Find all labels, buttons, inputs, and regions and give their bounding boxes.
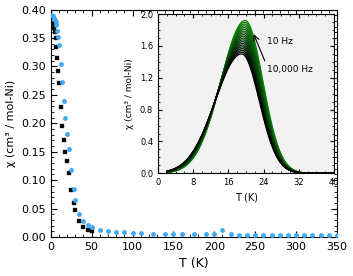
X-axis label: T (K): T (K): [179, 258, 209, 270]
Y-axis label: χ (cm³ / mol-Ni): χ (cm³ / mol-Ni): [6, 80, 16, 167]
